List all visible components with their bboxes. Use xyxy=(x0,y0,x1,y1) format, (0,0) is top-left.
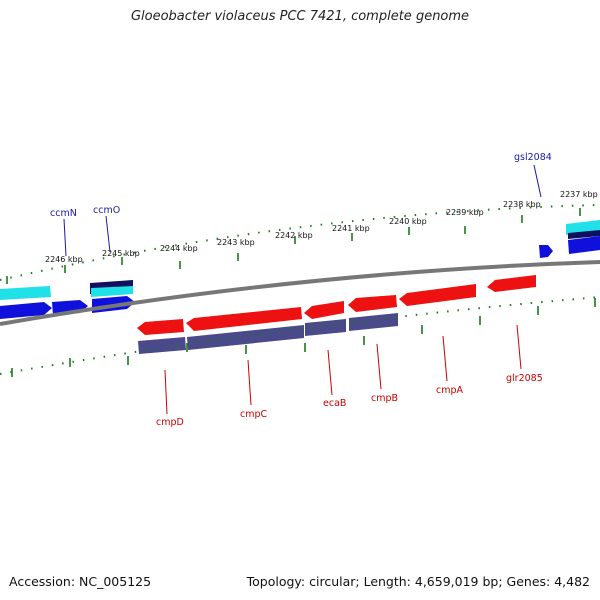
kbp-labels: 2246 kbp 2245 kbp 2244 kbp 2243 kbp 2242… xyxy=(45,190,598,264)
kbp-label: 2241 kbp xyxy=(332,224,370,233)
gene-arrow-ecaB[interactable] xyxy=(304,301,344,319)
cyan-band-ccmN xyxy=(0,286,51,300)
cds-band-cmpC xyxy=(187,325,304,350)
gene-arrow-ccmN[interactable] xyxy=(0,302,52,319)
cds-band-ecaB xyxy=(305,319,346,336)
forward-band-features xyxy=(0,220,600,300)
inner-major-ticks xyxy=(11,298,596,377)
gene-arrow-glr2085[interactable] xyxy=(487,275,536,292)
inner-tick-track xyxy=(0,296,600,375)
map-title: Gloeobacter violaceus PCC 7421, complete… xyxy=(130,9,470,24)
gene-arrow-cmpD[interactable] xyxy=(137,319,184,335)
gene-label-glr2085: glr2085 xyxy=(506,373,543,384)
gene-label-cmpD: cmpD xyxy=(156,417,184,428)
navy-band-right xyxy=(568,230,600,239)
gene-label-ecaB: ecaB xyxy=(323,398,346,409)
gene-arrow-cmpA[interactable] xyxy=(399,284,476,306)
outer-major-ticks xyxy=(6,208,581,284)
gene-label-ccmO: ccmO xyxy=(93,205,120,216)
cds-bands xyxy=(138,313,398,354)
cyan-band-ccmO xyxy=(91,286,133,297)
gene-label-ccmN: ccmN xyxy=(50,208,77,219)
gene-arrow-gsl2084[interactable] xyxy=(539,245,553,258)
gene-label-gsl2084: gsl2084 xyxy=(514,152,552,163)
reverse-callouts xyxy=(164,324,522,415)
reverse-gene-arrows xyxy=(137,275,536,335)
kbp-label: 2242 kbp xyxy=(275,231,313,240)
kbp-label: 2237 kbp xyxy=(560,190,598,199)
kbp-label: 2243 kbp xyxy=(217,238,255,247)
kbp-label: 2246 kbp xyxy=(45,255,83,264)
gene-arrow-right[interactable] xyxy=(568,236,600,254)
genome-backbone xyxy=(0,260,600,326)
kbp-label: 2238 kbp xyxy=(503,200,541,209)
gene-label-cmpA: cmpA xyxy=(436,385,464,396)
kbp-label: 2239 kbp xyxy=(446,208,484,217)
cds-band-cmpD xyxy=(138,337,186,354)
gene-arrow-cmpB[interactable] xyxy=(348,295,397,312)
kbp-label: 2245 kbp xyxy=(102,249,140,258)
kbp-label: 2240 kbp xyxy=(389,217,427,226)
gene-arrow-cmpC[interactable] xyxy=(186,307,302,331)
kbp-label: 2244 kbp xyxy=(160,244,198,253)
gene-label-cmpB: cmpB xyxy=(371,393,398,404)
gene-label-cmpC: cmpC xyxy=(240,409,268,420)
outer-tick-track xyxy=(0,204,600,281)
accession-text: Accession: NC_005125 xyxy=(9,574,152,589)
forward-gene-arrows xyxy=(0,236,600,319)
forward-callouts xyxy=(63,164,542,257)
cds-band-cmpB xyxy=(349,313,398,331)
topology-text: Topology: circular; Length: 4,659,019 bp… xyxy=(246,574,590,589)
